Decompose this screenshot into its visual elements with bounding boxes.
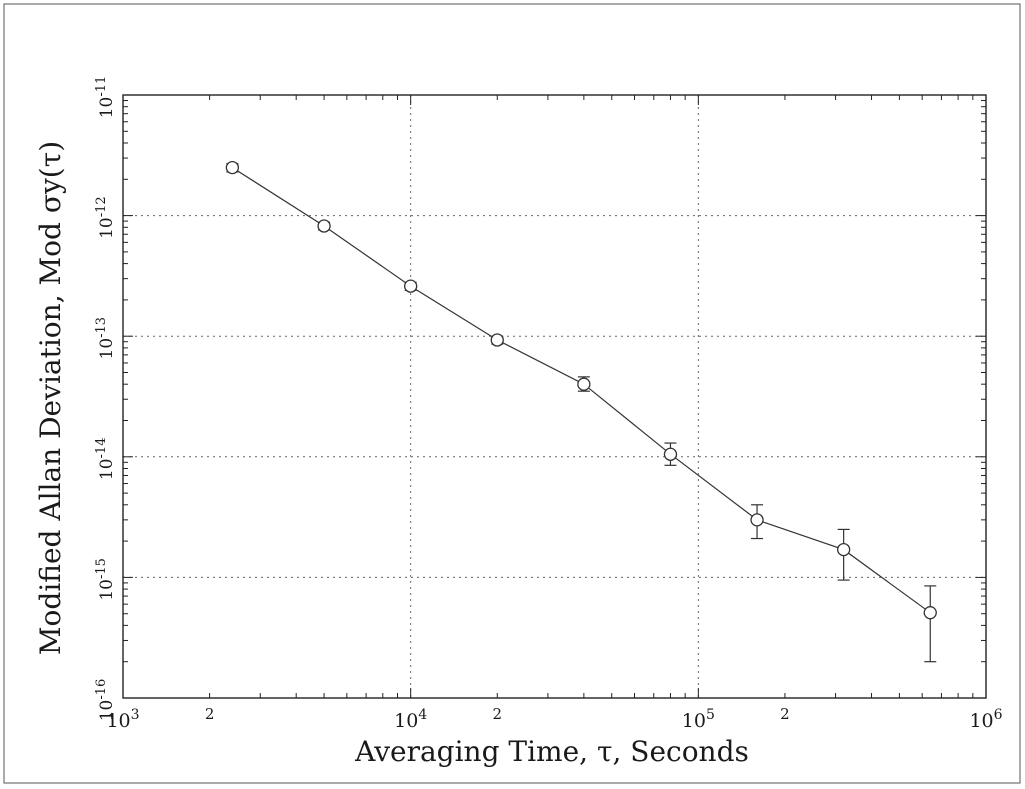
x-tick-label: 105 [682, 707, 715, 732]
data-point [404, 279, 418, 293]
data-point [317, 219, 331, 233]
x-tick-label: 2 [780, 705, 790, 723]
data-point [577, 377, 591, 391]
scan-border [3, 3, 1021, 784]
x-tick-label: 104 [394, 707, 427, 732]
y-tick-label-text: 10-13 [94, 317, 117, 360]
x-tick-labels: 103 2 104 2 105 2 106 [106, 705, 1002, 732]
y-tick-label: 10-16 [94, 679, 117, 722]
data-series [225, 160, 937, 663]
y-tick-label-text: 10-12 [94, 196, 117, 239]
data-point [923, 606, 937, 620]
x-tick-label: 2 [492, 705, 502, 723]
data-point [490, 333, 504, 347]
x-tick-label: 103 [106, 707, 139, 732]
data-point [225, 160, 240, 175]
data-point [750, 513, 764, 527]
y-tick-label: 10-12 [94, 196, 117, 239]
y-tick-label-text: 10-14 [94, 438, 117, 481]
grid-lines [123, 95, 986, 698]
plot-area-frame [122, 94, 987, 699]
data-point [836, 542, 851, 557]
y-tick-labels: 10-11 10-12 10-13 10-14 10-15 10-16 [94, 76, 117, 722]
y-tick-label: 10-14 [94, 438, 117, 481]
x-tick-label: 106 [969, 707, 1002, 732]
y-tick-label-text: 10-15 [94, 558, 117, 601]
y-tick-label-text: 10-11 [94, 76, 117, 119]
y-tick-label-text: 10-16 [94, 679, 117, 722]
axis-ticks [122, 95, 986, 699]
x-axis-label: Averaging Time, τ, Seconds [354, 735, 749, 768]
data-point [663, 447, 678, 461]
y-tick-label: 10-15 [94, 558, 117, 601]
y-tick-label: 10-11 [94, 76, 117, 119]
y-tick-label: 10-13 [94, 317, 117, 360]
y-axis-label: Modified Allan Deviation, Mod σy(τ) [34, 141, 67, 655]
x-tick-label: 2 [205, 705, 215, 723]
